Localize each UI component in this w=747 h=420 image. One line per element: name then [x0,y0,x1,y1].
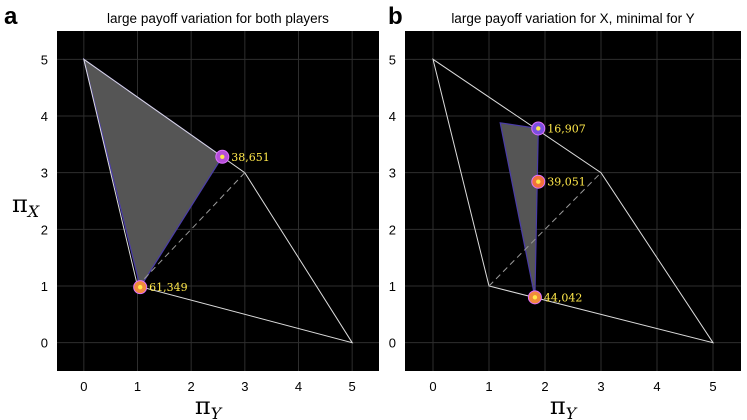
data-point-core [220,154,225,159]
x-tick-label: 4 [653,379,660,394]
panel-title: large payoff variation for both players [107,11,329,26]
x-axis-label-subscript: Y [566,404,578,420]
y-tick-label: 1 [389,279,396,294]
x-tick-label: 2 [188,379,195,394]
x-axis-label: πY [550,392,578,420]
shaded-region [499,122,539,298]
y-tick-label: 2 [389,222,396,237]
diagonal-line [488,172,602,287]
point-label: 44,042 [544,291,583,304]
x-axis-label: πY [195,392,223,420]
x-tick-label: 4 [295,379,302,394]
x-tick-label: 1 [134,379,141,394]
y-axis-label-subscript: X [26,202,40,221]
y-tick-label: 0 [389,336,396,351]
plot-area [405,31,741,371]
panel-letter: a [4,3,18,30]
y-tick-label: 4 [41,109,48,124]
data-point-core [536,126,541,131]
x-tick-label: 3 [241,379,248,394]
data-point-core [137,284,143,290]
point-label: 16,907 [547,122,586,135]
point-label: 39,051 [547,176,586,189]
y-tick-label: 5 [389,52,396,67]
y-tick-label: 1 [41,279,48,294]
x-tick-label: 2 [541,379,548,394]
x-tick-label: 5 [709,379,716,394]
y-tick-label: 3 [41,166,48,181]
payoff-region-outline [83,58,354,344]
point-label: 38,651 [231,151,270,164]
data-point-core [536,179,541,184]
x-tick-label: 3 [597,379,604,394]
y-axis-label: πX [12,190,40,221]
diagonal-line [137,172,246,287]
y-tick-label: 4 [389,109,396,124]
panel-letter: b [388,3,403,30]
x-axis-label-subscript: Y [211,404,223,420]
x-tick-label: 1 [485,379,492,394]
y-tick-label: 0 [41,336,48,351]
data-point-core [532,295,538,300]
x-tick-label: 5 [349,379,356,394]
x-tick-label: 0 [80,379,87,394]
payoff-region-outline [432,58,715,344]
y-tick-label: 5 [41,52,48,67]
panel-title: large payoff variation for X, minimal fo… [451,11,694,26]
point-label: 61,349 [149,281,188,294]
panel-a: a large payoff variation for both players… [4,3,379,420]
y-tick-label: 3 [389,166,396,181]
x-tick-label: 0 [429,379,436,394]
y-tick-label: 2 [41,222,48,237]
panel-b: b large payoff variation for X, minimal f… [388,3,741,420]
